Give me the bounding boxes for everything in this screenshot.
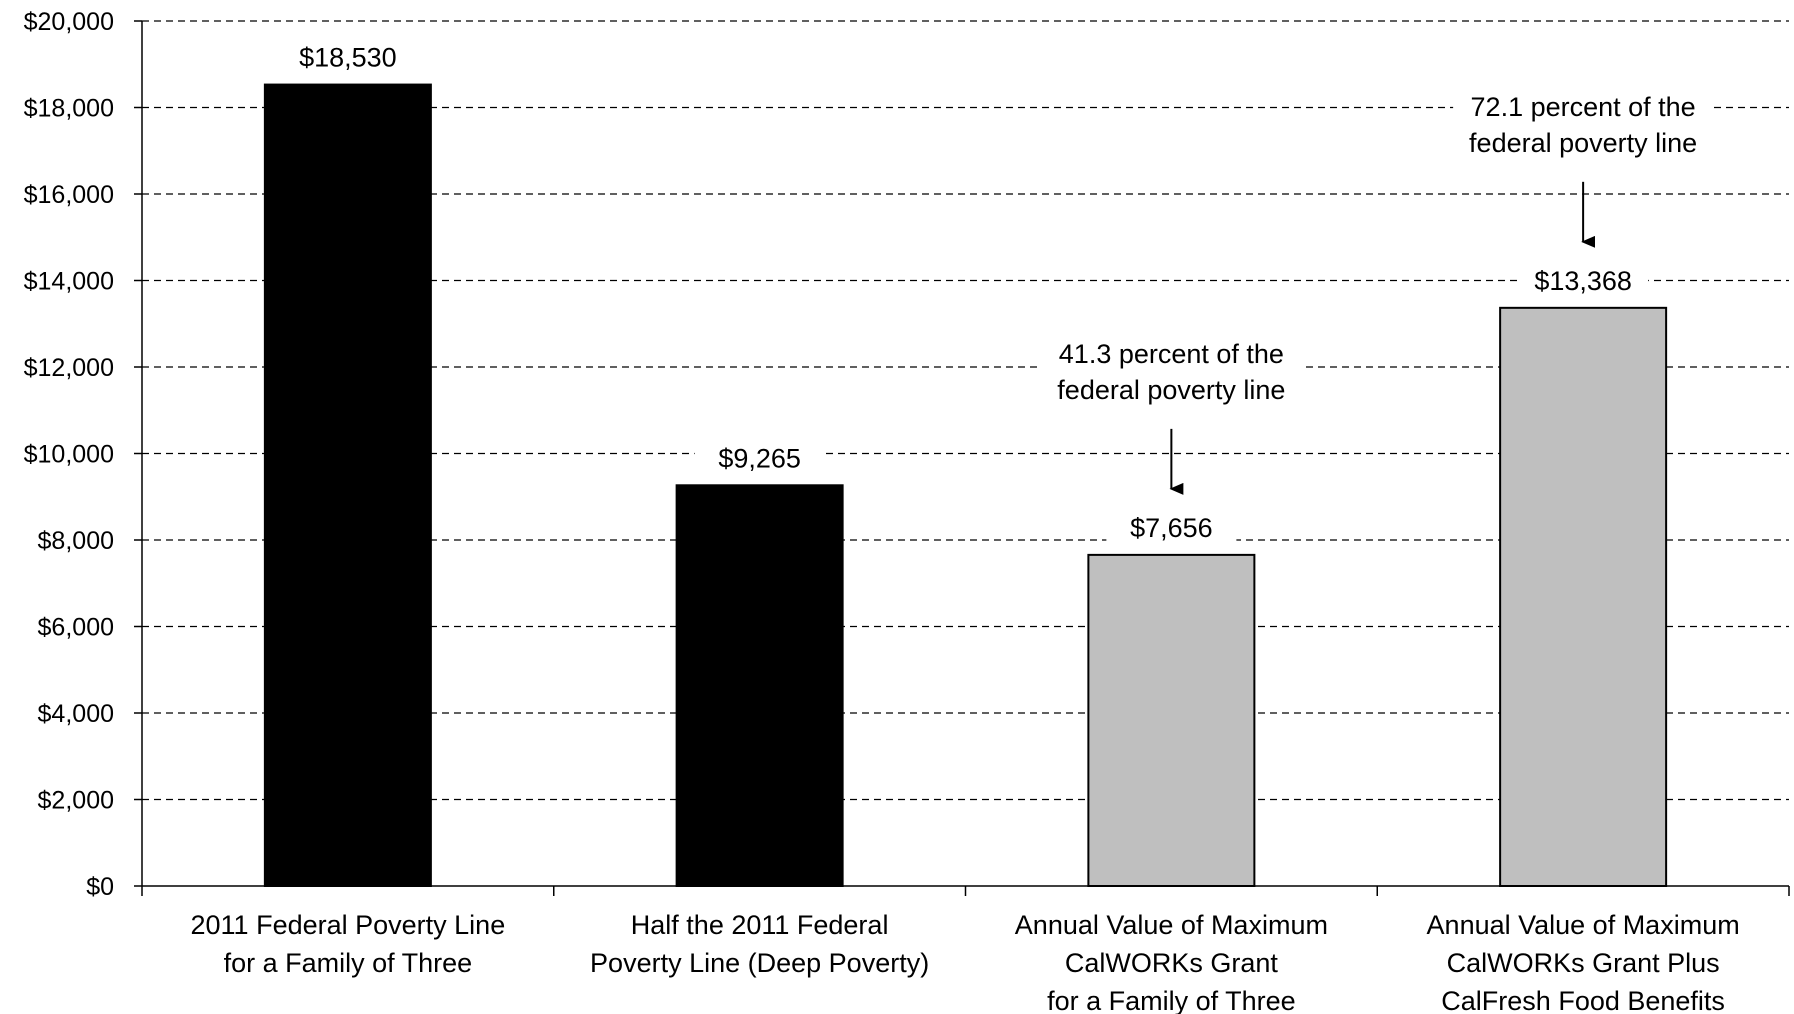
value-label-bg	[1518, 262, 1649, 297]
value-label: $13,368	[1534, 266, 1632, 296]
y-tick-label: $16,000	[24, 181, 114, 209]
annotation-text: 72.1 percent of the	[1471, 92, 1696, 122]
annotation-text: 41.3 percent of the	[1059, 339, 1284, 369]
category-label: for a Family of Three	[224, 948, 473, 978]
bar	[1499, 306, 1668, 888]
value-label-bg	[1106, 509, 1237, 544]
y-tick-label: $8,000	[38, 527, 114, 555]
bar	[263, 83, 432, 887]
bar	[1087, 553, 1256, 887]
y-tick-label: $2,000	[38, 787, 114, 815]
bars	[263, 83, 1668, 888]
annotation-bg	[1453, 71, 1714, 164]
category-label: Half the 2011 Federal	[631, 910, 889, 940]
value-label: $7,656	[1130, 513, 1213, 543]
category-label: CalWORKs Grant Plus	[1447, 948, 1720, 978]
category-label: Poverty Line (Deep Poverty)	[590, 948, 929, 978]
value-label: $9,265	[718, 443, 801, 473]
category-label: CalFresh Food Benefits	[1441, 986, 1725, 1014]
y-tick-label: $4,000	[38, 700, 114, 728]
category-label: CalWORKs Grant	[1065, 948, 1279, 978]
category-label: for a Family of Three	[1047, 986, 1296, 1014]
bar	[675, 484, 844, 887]
annotation-bg	[1041, 318, 1302, 411]
category-label: Annual Value of Maximum	[1427, 910, 1740, 940]
y-tick-label: $20,000	[24, 8, 114, 36]
annotation-text: federal poverty line	[1057, 375, 1285, 405]
y-tick-label: $12,000	[24, 354, 114, 382]
y-tick-label: $0	[86, 873, 114, 901]
labels: $0 $2,000 $4,000 $6,000 $8,000 $10,000 $12,000…	[24, 8, 1740, 1014]
category-label: 2011 Federal Poverty Line	[191, 910, 506, 940]
annotation-text: federal poverty line	[1469, 128, 1697, 158]
value-label-bg	[282, 39, 413, 74]
category-label: Annual Value of Maximum	[1015, 910, 1328, 940]
y-tick-label: $14,000	[24, 268, 114, 296]
y-tick-label: $10,000	[24, 441, 114, 469]
y-tick-label: $18,000	[24, 95, 114, 123]
axes	[134, 20, 1790, 896]
y-tick-label: $6,000	[38, 614, 114, 642]
value-label: $18,530	[299, 43, 397, 73]
value-label-bg	[694, 440, 825, 475]
